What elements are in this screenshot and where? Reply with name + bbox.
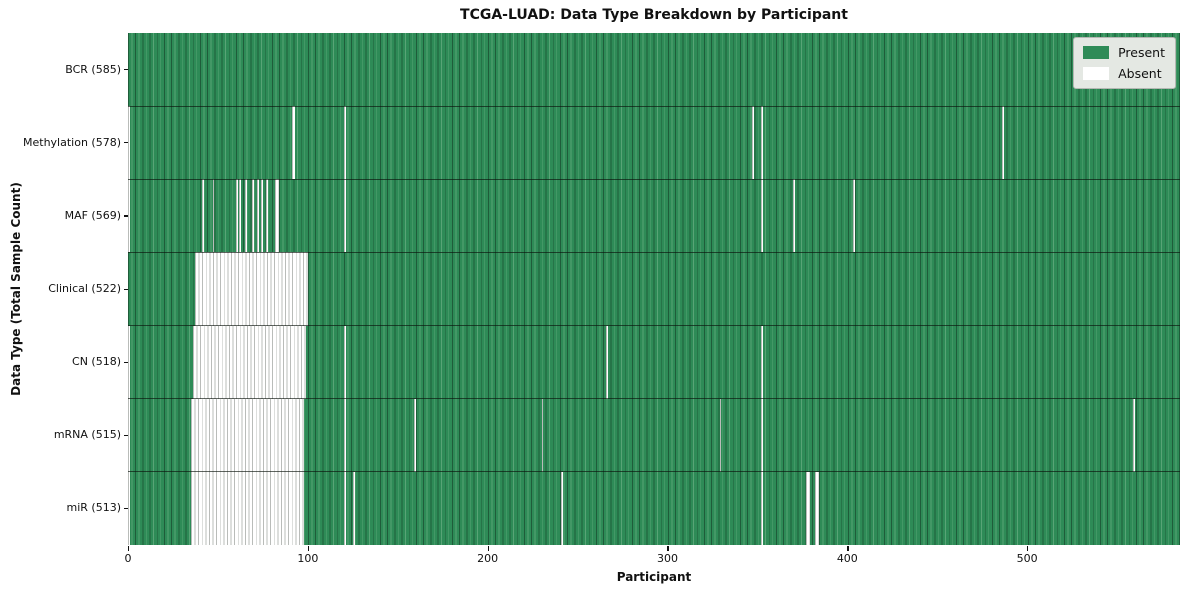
absent-segment <box>719 398 722 472</box>
row-separator <box>128 471 1180 473</box>
absent-segment <box>760 325 763 399</box>
y-tick-label-maf: MAF (569) <box>64 208 121 222</box>
absent-segment <box>760 398 763 472</box>
absent-segment <box>343 471 346 545</box>
legend: Present Absent <box>1073 37 1176 89</box>
heatmap-row-maf <box>128 179 1180 253</box>
y-tick-mark <box>123 361 128 363</box>
y-tick-label-methylation: Methylation (578) <box>23 135 121 149</box>
absent-segment <box>760 471 763 545</box>
heatmap-row-clinical <box>128 252 1180 326</box>
y-tick-label-bcr: BCR (585) <box>65 62 121 76</box>
x-tick-mark <box>847 546 849 551</box>
absent-segment <box>235 179 238 253</box>
absent-segment <box>275 179 280 253</box>
chart-title: TCGA-LUAD: Data Type Breakdown by Partic… <box>460 7 848 23</box>
absent-segment <box>194 252 308 326</box>
absent-segment <box>261 179 263 253</box>
heatmap-row-mir <box>128 471 1180 545</box>
y-tick-mark <box>123 288 128 290</box>
absent-segment <box>793 179 796 253</box>
absent-segment <box>752 106 754 180</box>
absent-segment <box>343 179 346 253</box>
y-tick-mark <box>123 434 128 436</box>
absent-segment <box>343 398 346 472</box>
absent-segment <box>541 398 544 472</box>
x-axis-label: Participant <box>616 570 692 584</box>
absent-segment <box>413 398 416 472</box>
absent-segment <box>805 471 810 545</box>
absent-segment <box>190 471 305 545</box>
x-tick-mark <box>307 546 310 551</box>
absent-segment <box>244 179 247 253</box>
absent-segment <box>128 106 130 180</box>
row-separator <box>128 105 1180 107</box>
x-tick-label-200: 200 <box>477 552 499 565</box>
legend-label-present: Present <box>1118 45 1165 60</box>
heatmap-row-mrna <box>128 398 1180 472</box>
absent-segment <box>343 325 346 399</box>
y-tick-mark <box>123 142 128 144</box>
x-tick-label-300: 300 <box>656 552 678 565</box>
absent-segment <box>760 106 763 180</box>
absent-segment <box>212 179 215 253</box>
absent-segment <box>760 179 763 253</box>
plot-area: Present Absent <box>128 33 1180 545</box>
absent-segment <box>192 325 307 399</box>
y-tick-mark <box>123 507 128 510</box>
absent-segment <box>257 179 260 253</box>
absent-segment <box>190 398 305 472</box>
y-tick-mark <box>123 69 128 71</box>
y-tick-label-mrna: mRNA (515) <box>53 428 121 442</box>
absent-segment <box>1133 398 1136 472</box>
absent-segment <box>852 179 855 253</box>
absent-segment <box>239 179 242 253</box>
x-tick-mark <box>128 546 130 551</box>
x-tick-label-500: 500 <box>1016 552 1038 565</box>
absent-segment <box>814 471 819 545</box>
x-tick-label-0: 0 <box>124 552 132 565</box>
x-tick-mark <box>667 546 669 551</box>
row-separator <box>128 398 1180 400</box>
heatmap-row-cn <box>128 325 1180 399</box>
legend-label-absent: Absent <box>1118 66 1162 81</box>
absent-segment <box>266 179 269 253</box>
absent-segment <box>291 106 296 180</box>
x-tick-mark <box>487 546 489 551</box>
absent-segment <box>128 179 130 253</box>
x-tick-mark <box>1027 546 1029 551</box>
row-separator <box>128 251 1180 253</box>
absent-segment <box>561 471 564 545</box>
absent-segment <box>128 471 130 545</box>
absent-segment <box>606 325 609 399</box>
row-separator <box>128 178 1180 180</box>
y-tick-label-mir: miR (513) <box>66 501 122 515</box>
absent-segment <box>128 398 130 472</box>
absent-segment <box>201 179 204 253</box>
y-tick-label-clinical: Clinical (522) <box>48 282 121 295</box>
absent-segment <box>252 179 254 253</box>
absent-segment <box>1001 106 1004 180</box>
heatmap-row-bcr <box>128 33 1180 107</box>
heatmap-row-methylation <box>128 106 1180 180</box>
row-separator <box>128 325 1180 327</box>
absent-segment <box>352 471 355 545</box>
legend-swatch-present-icon <box>1083 46 1110 59</box>
legend-swatch-absent-icon <box>1083 67 1110 80</box>
legend-entry-present: Present <box>1083 45 1165 60</box>
x-tick-label-400: 400 <box>836 552 858 565</box>
y-tick-label-cn: CN (518) <box>72 355 121 369</box>
y-tick-mark <box>123 215 128 217</box>
x-tick-label-100: 100 <box>297 552 319 565</box>
absent-segment <box>128 325 130 399</box>
absent-segment <box>343 106 346 180</box>
legend-entry-absent: Absent <box>1083 66 1165 81</box>
